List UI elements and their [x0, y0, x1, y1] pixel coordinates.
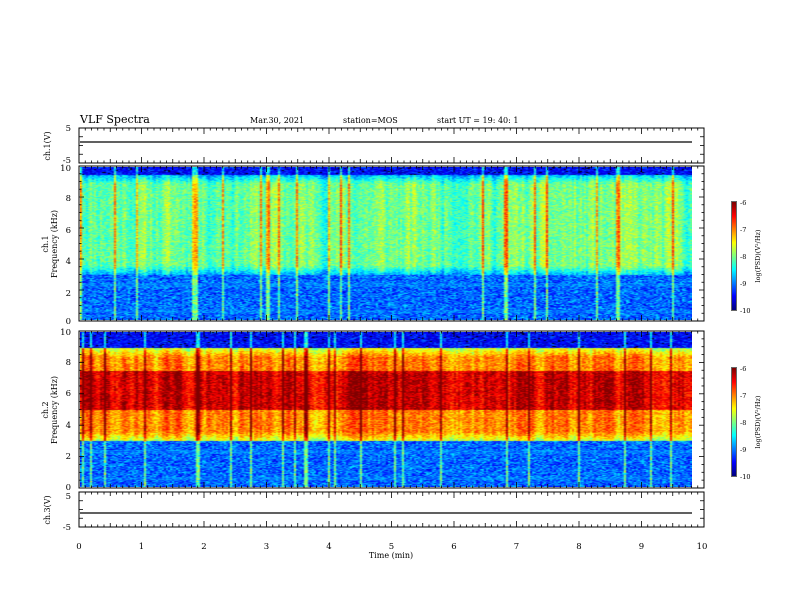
ch2-cb-tick-label: -6: [740, 365, 746, 373]
header-date: Mar.30, 2021: [250, 116, 304, 125]
ch2-cb-tick-label: -8: [740, 419, 746, 427]
header-station: station=MOS: [343, 116, 398, 125]
ch1-colorbar-image: [732, 202, 736, 310]
ch1-spec-ylabel-channel: ch.1: [41, 235, 50, 252]
ch1-spec-ytick-label: 2: [66, 289, 71, 299]
ch1-cb-tick-label: -8: [740, 253, 746, 261]
ch1-wave-ytick-label: 5: [66, 124, 71, 134]
ch2-colorbar-label: log(PSD)(V²/Hz): [754, 395, 762, 448]
ch1-cb-tick-label: -10: [740, 307, 750, 315]
x-tick-label: 1: [139, 542, 144, 552]
ch2-spec-ytick-label: 0: [66, 483, 71, 493]
ch2-spec-ytick-label: 8: [66, 358, 71, 368]
ch2-spec-ytick-label: 6: [66, 389, 71, 399]
axis-ticks: [78, 127, 705, 528]
header-start-ut: start UT = 19: 40: 1: [437, 116, 518, 125]
x-tick-label: 9: [639, 542, 644, 552]
ch1-spectrogram-image: [80, 167, 692, 320]
ch2-colorbar-image: [732, 368, 736, 476]
ch2-cb-tick-label: -9: [740, 446, 746, 454]
ch1-spec-ytick-label: 4: [66, 257, 71, 267]
ch2-spec-ylabel-channel: ch.2: [41, 401, 50, 418]
x-axis-label: Time (min): [369, 551, 413, 560]
ch1-cb-tick-label: -7: [740, 226, 746, 234]
x-tick-label: 0: [76, 542, 81, 552]
x-tick-label: 3: [264, 542, 269, 552]
ch1-cb-tick-label: -9: [740, 280, 746, 288]
ch1-spec-ytick-label: 6: [66, 226, 71, 236]
x-tick-label: 5: [389, 542, 394, 552]
ch2-cb-tick-label: -10: [740, 473, 750, 481]
ch3-wave-ytick-label: -5: [63, 523, 71, 533]
x-tick-labels: 0 1 2 3 4 5 6 7 8 9 10: [76, 542, 707, 552]
ch3-wave-ylabel: ch.3(V): [43, 495, 52, 524]
ch1-wave-ylabel: ch.1(V): [43, 131, 52, 160]
ch1-cb-tick-label: -6: [740, 199, 746, 207]
ch2-spec-ytick-label: 2: [66, 452, 71, 462]
x-tick-label: 4: [326, 542, 331, 552]
ch1-spec-ylabel-frequency: Frequency (kHz): [50, 210, 59, 278]
x-tick-label: 10: [697, 542, 708, 552]
ch1-spec-ytick-label: 10: [60, 164, 71, 174]
ch1-wave-ytick-label: -5: [63, 156, 71, 166]
ch1-colorbar-label: log(PSD)(V²/Hz): [754, 229, 762, 282]
ch2-cb-tick-label: -7: [740, 392, 746, 400]
ch1-spec-ytick-label: 0: [66, 317, 71, 327]
ch2-spec-ylabel-frequency: Frequency (kHz): [50, 376, 59, 444]
figure-title: VLF Spectra: [79, 113, 150, 126]
ch2-colorbar-frame: [731, 367, 737, 477]
ch2-spectrogram-image: [80, 332, 692, 487]
ch1-spec-ytick-label: 8: [66, 194, 71, 204]
ch1-colorbar-frame: [731, 201, 737, 311]
x-tick-label: 7: [514, 542, 519, 552]
x-tick-label: 8: [576, 542, 581, 552]
ch2-spec-ytick-label: 4: [66, 421, 71, 431]
x-tick-label: 2: [201, 542, 206, 552]
x-tick-label: 6: [451, 542, 456, 552]
ch2-spec-ytick-label: 10: [60, 328, 71, 338]
ch3-wave-ytick-label: 5: [66, 492, 71, 502]
